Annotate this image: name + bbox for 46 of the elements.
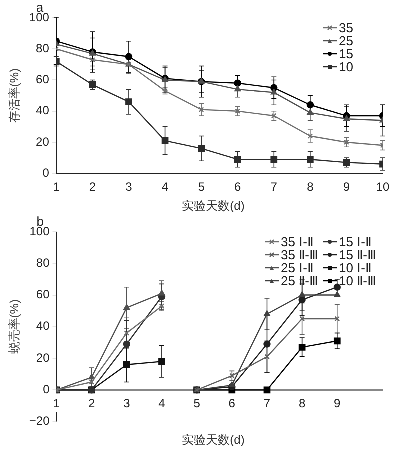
x-axis-title: 实验天数(d) bbox=[181, 432, 246, 448]
y-tick-label: 40 bbox=[36, 319, 50, 334]
x-tick-label: 3 bbox=[126, 180, 133, 194]
legend-label: 25 Ⅰ-Ⅱ bbox=[281, 260, 314, 276]
legend-label: 10 Ⅱ-Ⅲ bbox=[339, 274, 376, 289]
y-tick-label: 60 bbox=[36, 72, 50, 87]
legend-label: 25 Ⅱ-Ⅲ bbox=[281, 274, 318, 289]
x-tick-label: 4 bbox=[162, 180, 169, 194]
x-tick-label: 5 bbox=[194, 396, 201, 411]
y-tick-label: −20 bbox=[29, 414, 50, 428]
x-tick-label: 1 bbox=[53, 396, 60, 411]
x-tick-label: 8 bbox=[298, 396, 306, 411]
legend-label: 15 Ⅱ-Ⅲ bbox=[339, 248, 376, 263]
legend-label: 15 bbox=[339, 46, 354, 62]
legend-label: 25 bbox=[339, 34, 354, 49]
x-tick-label: 6 bbox=[228, 396, 236, 411]
y-tick-label: 20 bbox=[36, 134, 50, 149]
y-tick-label: 60 bbox=[36, 288, 50, 302]
x-tick-label: 7 bbox=[270, 180, 278, 194]
legend-label: 35 Ⅱ-Ⅲ bbox=[281, 248, 318, 263]
x-tick-label: 8 bbox=[307, 180, 314, 194]
y-tick-label: 0 bbox=[42, 166, 50, 180]
y-tick-label: 20 bbox=[36, 350, 50, 365]
y-axis-title: 蜕壳率(%) bbox=[8, 300, 22, 354]
x-tick-label: 7 bbox=[264, 396, 271, 411]
y-tick-label: 80 bbox=[36, 256, 50, 270]
x-tick-label: 1 bbox=[53, 180, 60, 194]
legend-label: 35 bbox=[339, 20, 354, 36]
x-tick-label: 4 bbox=[158, 396, 166, 411]
x-tick-label: 9 bbox=[343, 180, 350, 194]
legend-label: 35 Ⅰ-Ⅱ bbox=[281, 234, 314, 250]
x-tick-label: 9 bbox=[334, 396, 342, 411]
x-tick-label: 3 bbox=[124, 396, 131, 411]
y-axis-title: 存活率(%) bbox=[8, 68, 22, 124]
y-tick-label: 0 bbox=[43, 382, 50, 396]
legend-label: 15 Ⅰ-Ⅱ bbox=[339, 234, 372, 250]
y-tick-label: 80 bbox=[36, 41, 50, 56]
x-tick-label: 2 bbox=[88, 396, 96, 411]
x-tick-label: 5 bbox=[198, 180, 206, 194]
x-tick-label: 6 bbox=[234, 180, 242, 194]
x-axis-title: 实验天数(d) bbox=[181, 198, 246, 214]
y-tick-label: 40 bbox=[36, 104, 50, 118]
x-tick-label: 2 bbox=[89, 180, 96, 194]
legend-label: 10 bbox=[339, 60, 354, 75]
x-tick-label: 10 bbox=[376, 180, 390, 194]
legend-label: 10 Ⅰ-Ⅱ bbox=[339, 260, 372, 276]
